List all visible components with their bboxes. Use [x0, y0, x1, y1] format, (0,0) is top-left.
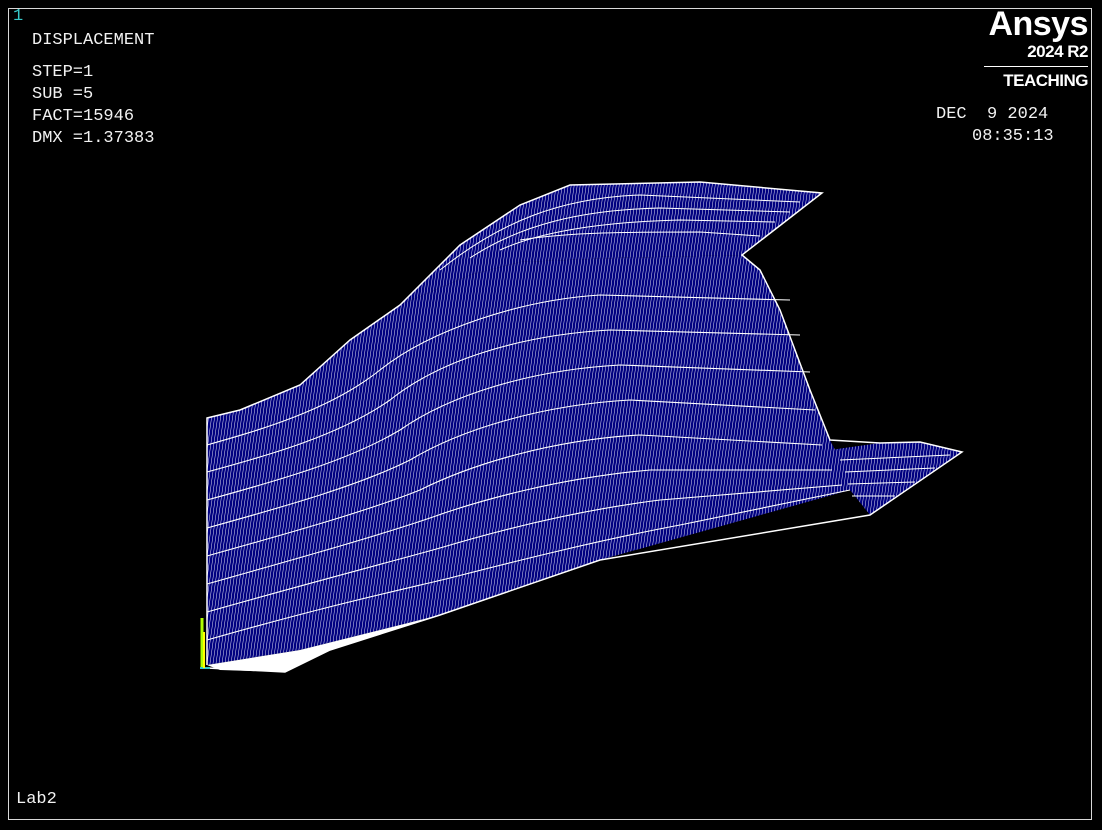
deformed-outline — [206, 181, 964, 673]
window-number: 1 — [13, 7, 24, 26]
graphics-window-frame — [8, 8, 1092, 820]
logo-divider — [984, 66, 1088, 67]
web-surface — [207, 255, 850, 665]
triad-icon — [200, 618, 210, 669]
logo-edition: TEACHING — [1003, 71, 1088, 90]
top-flange-lines — [439, 194, 801, 271]
ansys-logo: Ansys 2024 R2 TEACHING — [976, 5, 1089, 91]
max-displacement-label: DMX =1.37383 — [32, 129, 155, 148]
jobname-label: Lab2 — [16, 790, 57, 809]
bottom-flange-right — [830, 442, 962, 515]
logo-brand: Ansys — [988, 5, 1088, 43]
factor-label: FACT=15946 — [32, 107, 135, 126]
result-title: DISPLACEMENT — [32, 31, 155, 50]
top-flange-surface — [400, 182, 822, 305]
substep-label: SUB =5 — [32, 85, 94, 104]
logo-version: 2024 R2 — [1027, 42, 1088, 61]
plot-date: DEC 9 2024 — [936, 105, 1049, 124]
step-label: STEP=1 — [32, 63, 94, 82]
plot-time: 08:35:13 — [972, 127, 1054, 146]
bottom-flange-left — [207, 615, 440, 672]
bottom-flange-right-lines — [839, 454, 951, 497]
web-mesh-lines — [206, 294, 851, 641]
